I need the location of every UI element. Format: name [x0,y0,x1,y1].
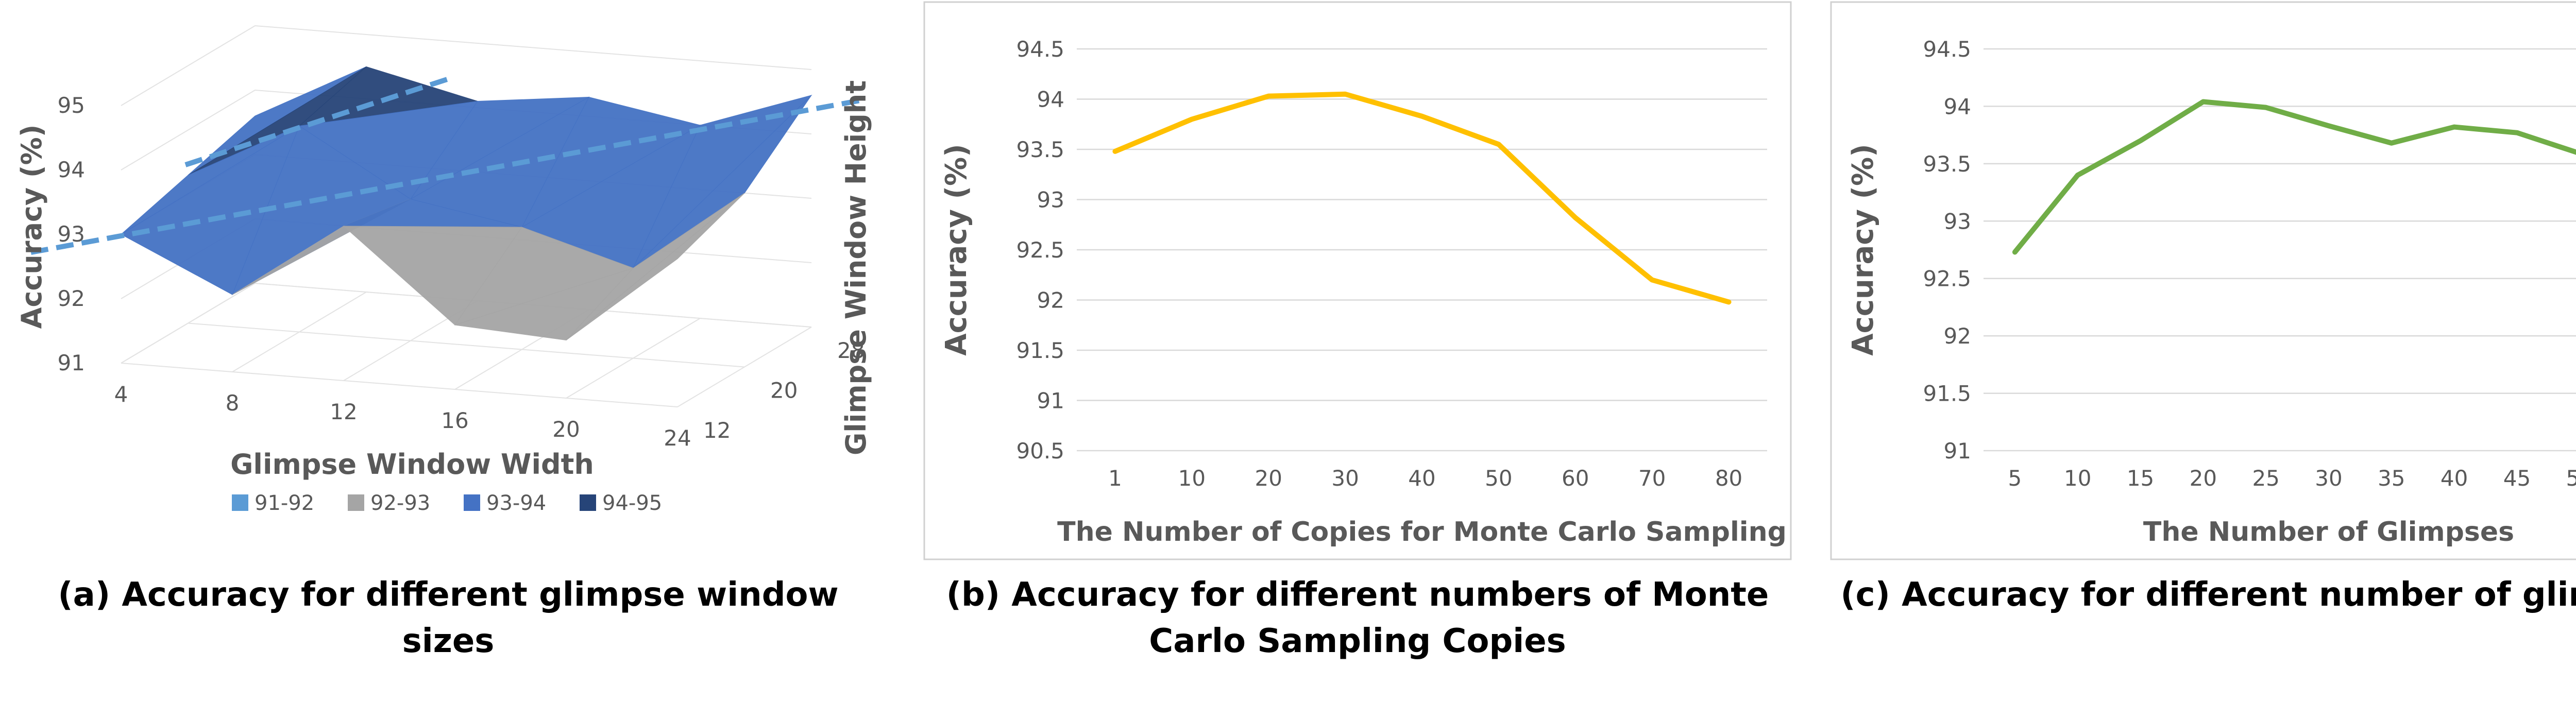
data-point [1574,216,1577,219]
x-tick-label: 80 [1715,466,1742,491]
trend-line-height [184,75,454,167]
data-point [2328,125,2330,127]
z-tick-label: 20 [770,378,798,403]
y-tick-label: 95 [58,93,85,118]
x-tick-label: 10 [2064,466,2091,491]
chart-border [923,1,1792,560]
data-point [1497,143,1500,146]
z-axis-title: Glimpse Window Height [840,80,872,455]
y-tick-label: 92.5 [1923,266,1971,292]
y-tick-label: 90.5 [1016,438,1064,464]
x-tick-label: 30 [1331,466,1359,491]
data-point [2202,100,2205,103]
legend-label: 91-92 [255,491,314,515]
x-tick-label: 70 [1638,466,1666,491]
data-point [1267,95,1270,97]
surface-facet [566,193,745,340]
y-tick-label: 92 [58,286,85,311]
data-point [1651,279,1653,281]
surface-chart-panel: 91 92 93 94 95 4 8 12 16 20 24 12 20 28 Glimpse Window… [10,0,886,561]
y-tick-label: 93 [1037,187,1064,213]
y-axis-title: Accuracy (%) [1846,144,1880,356]
x-axis-title: Glimpse Window Width [230,448,594,481]
data-point [1727,301,1730,303]
y-tick-label: 94.5 [1923,37,1971,62]
y-tick-label: 91 [1037,388,1064,414]
y-tick-label: 91.5 [1016,338,1064,363]
x-tick-label: 12 [330,399,357,424]
x-axis-title: The Number of Copies for Monte Carlo Sam… [1057,517,1787,547]
data-point [1344,93,1347,95]
legend-label: 93-94 [486,491,546,515]
y-tick-label: 93.5 [1016,137,1064,162]
y-tick-label: 91.5 [1923,381,1971,406]
data-point [2390,142,2393,144]
y-axis-title: Accuracy (%) [15,125,48,329]
x-tick-label: 10 [1178,466,1206,491]
x-tick-label: 40 [2441,466,2468,491]
data-point [2139,140,2142,142]
floor-gridline [188,322,745,368]
legend-label: 94-95 [602,491,662,515]
x-tick-label: 1 [1108,466,1122,491]
wall-gridline [121,25,812,106]
y-tick-label: 94.5 [1016,37,1064,62]
y-tick-label: 94 [1037,87,1064,112]
floor-gridline [121,363,678,407]
legend-swatch [232,494,248,511]
data-point [2265,106,2267,109]
data-point [1114,150,1116,152]
x-axis-title: The Number of Glimpses [2143,517,2514,547]
x-tick-label: 20 [1255,466,1282,491]
chart-border [1830,1,2576,560]
x-tick-label: 20 [2190,466,2217,491]
caption-b: (b) Accuracy for different numbers of Mo… [946,576,1769,660]
y-tick-label: 93 [1944,209,1971,234]
x-tick-label: 4 [114,382,128,407]
x-tick-label: 45 [2503,466,2531,491]
data-point [1191,118,1193,121]
x-tick-label: 50 [2566,466,2576,491]
data-point [1421,115,1423,117]
y-axis-title: Accuracy (%) [940,144,973,356]
x-tick-label: 25 [2252,466,2279,491]
x-tick-label: 35 [2378,466,2405,491]
legend-swatch [348,494,364,511]
monte-carlo-chart-panel: 90.5 91 91.5 92 92.5 93 93.5 94 94.5 1 10 20 30 40 50 6… [922,0,1793,561]
y-tick-label: 91 [1944,438,1971,464]
y-tick-label: 92.5 [1016,237,1064,263]
x-tick-label: 15 [2127,466,2154,491]
x-tick-label: 50 [1485,466,1512,491]
glimpses-chart-panel: 91 91.5 92 92.5 93 93.5 94 94.5 5 10 15 20 25 30 35 40 4… [1829,0,2576,561]
trend-line-width [30,98,861,255]
legend-swatch [580,494,596,511]
data-point [2516,131,2518,134]
y-tick-label: 94 [58,157,85,182]
data-point [2453,126,2455,128]
monte-carlo-line-chart: 90.5 91 91.5 92 92.5 93 93.5 94 94.5 1 10 20 30 40 50 6… [923,1,1792,560]
caption-a: (a) Accuracy for different glimpse windo… [58,576,839,660]
glimpses-line-chart: 91 91.5 92 92.5 93 93.5 94 94.5 5 10 15 20 25 30 35 40 4… [1830,1,2576,560]
x-tick-label: 16 [441,408,468,433]
x-tick-label: 8 [226,390,240,416]
y-tick-label: 92 [1944,323,1971,349]
z-tick-label: 28 [837,338,865,363]
data-point [2013,251,2016,253]
y-tick-label: 93.5 [1923,151,1971,177]
x-tick-label: 40 [1408,466,1435,491]
x-tick-label: 20 [552,417,580,442]
y-tick-label: 92 [1037,288,1064,313]
data-point [2076,174,2079,177]
caption-c: (c) Accuracy for different number of gli… [1840,576,2576,614]
x-tick-label: 30 [2315,466,2342,491]
x-tick-label: 5 [2008,466,2022,491]
z-tick-label: 12 [703,418,731,443]
y-tick-label: 91 [58,350,85,375]
y-tick-label: 94 [1944,94,1971,119]
x-tick-label: 24 [664,425,691,451]
x-tick-label: 60 [1562,466,1589,491]
legend-swatch [464,494,480,511]
legend-label: 92-93 [370,491,430,515]
